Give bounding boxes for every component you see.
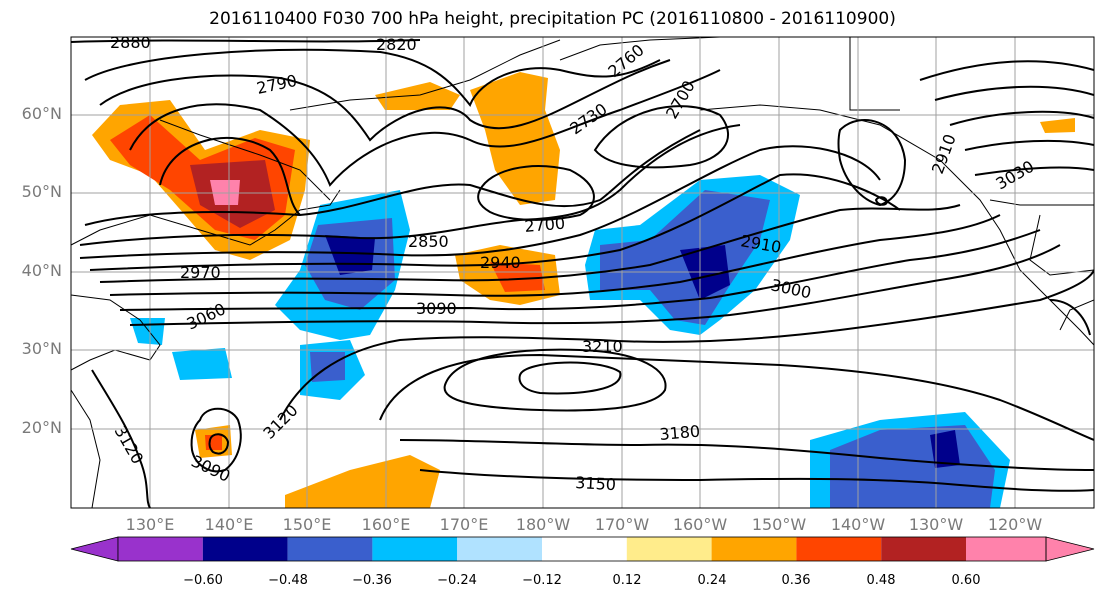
colorbar-tick-label: −0.60 <box>183 573 223 588</box>
colorbar-extend-low <box>70 536 119 562</box>
contour-label: 3060 <box>184 299 229 333</box>
contour-label: 2730 <box>566 99 610 138</box>
colorbar-tick-label: 0.12 <box>612 573 642 588</box>
lon-label: 150°W <box>751 515 807 534</box>
contour-label: 3180 <box>659 422 701 444</box>
contour-label: 3120 <box>259 401 301 443</box>
colorbar-tick-label: 0.24 <box>697 573 727 588</box>
lat-label: 20°N <box>21 418 62 437</box>
colorbar-bin <box>966 537 1046 561</box>
lat-label: 40°N <box>21 261 62 280</box>
lon-label: 120°W <box>987 515 1043 534</box>
colorbar-bin <box>118 537 203 561</box>
map-plot-area <box>71 37 1094 508</box>
colorbar-tick-label: −0.48 <box>268 573 308 588</box>
colorbar <box>70 536 1095 562</box>
lon-label: 150°E <box>282 515 332 534</box>
lon-label: 170°E <box>439 515 489 534</box>
colorbar-bin <box>626 537 712 561</box>
colorbar-bin <box>796 537 882 561</box>
lon-label: 130°E <box>125 515 175 534</box>
lon-label: 180°W <box>515 515 571 534</box>
contour-label: 2790 <box>255 71 299 98</box>
lon-label: 140°E <box>204 515 254 534</box>
lon-label: 160°W <box>672 515 728 534</box>
colorbar-bin <box>881 537 966 561</box>
map-title: 2016110400 F030 700 hPa height, precipit… <box>209 9 896 29</box>
lat-label: 30°N <box>21 339 62 358</box>
contour-label: 2880 <box>110 33 151 52</box>
lon-label: 140°W <box>830 515 886 534</box>
contour-label: 2850 <box>408 232 449 251</box>
colorbar-bin <box>287 537 373 561</box>
colorbar-tick-label: −0.12 <box>522 573 562 588</box>
contour-label: 2700 <box>524 214 566 236</box>
lon-label: 160°E <box>361 515 411 534</box>
colorbar-bin <box>542 537 627 561</box>
contour-label: 2760 <box>604 40 647 81</box>
colorbar-tick-label: −0.36 <box>352 573 392 588</box>
lon-label: 130°W <box>908 515 964 534</box>
lon-label: 170°W <box>594 515 650 534</box>
colorbar-tick-label: 0.60 <box>951 573 981 588</box>
colorbar-bin <box>372 537 458 561</box>
colorbar-tick-label: 0.48 <box>866 573 896 588</box>
map-frame <box>70 36 1095 509</box>
colorbar-tick-label: 0.36 <box>781 573 811 588</box>
contour-label: 2910 <box>928 132 960 177</box>
colorbar-frame <box>117 536 1047 562</box>
contour-label: 3150 <box>575 473 617 494</box>
colorbar-bin <box>457 537 542 561</box>
contour-label: 2940 <box>480 253 521 272</box>
height-contours <box>71 39 1094 508</box>
colorbar-bin <box>711 537 797 561</box>
colorbar-extend-high <box>1045 536 1095 562</box>
contour-label: 3090 <box>416 299 457 318</box>
colorbar-bin <box>202 537 288 561</box>
contour-label: 2820 <box>376 35 417 54</box>
contour-label: 2970 <box>180 263 221 282</box>
graticule <box>71 37 1094 508</box>
positive-precip-shading <box>92 72 1075 508</box>
lat-label: 50°N <box>21 182 62 201</box>
lat-label: 60°N <box>21 104 62 123</box>
contour-label: 3210 <box>582 337 623 356</box>
colorbar-tick-label: −0.24 <box>437 573 477 588</box>
